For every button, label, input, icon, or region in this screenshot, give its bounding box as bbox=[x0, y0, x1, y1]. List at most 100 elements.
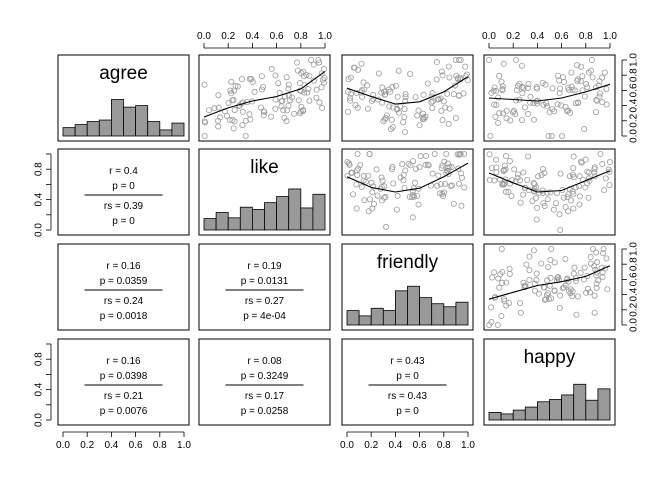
scatter-point bbox=[514, 82, 521, 89]
scatter-point bbox=[386, 103, 393, 110]
scatter-point bbox=[319, 104, 326, 111]
x-tick-label: 0.4 bbox=[530, 31, 544, 42]
variable-label-happy: happy bbox=[524, 347, 576, 368]
x-tick-label: 1.0 bbox=[603, 31, 617, 42]
scatter-point bbox=[370, 95, 377, 102]
scatter-point bbox=[493, 87, 500, 94]
scatter-point bbox=[487, 132, 494, 139]
scatter-point bbox=[399, 161, 406, 168]
scatter-point bbox=[441, 180, 448, 187]
panel-friendly-friendly bbox=[341, 243, 474, 331]
hist-bar-agree-4 bbox=[111, 99, 124, 137]
scatter-point bbox=[417, 153, 424, 160]
hist-bar-friendly-4 bbox=[394, 290, 408, 326]
hist-bar-happy-3 bbox=[524, 406, 538, 421]
scatter-point bbox=[411, 193, 418, 200]
hist-bar-happy-7 bbox=[573, 383, 587, 421]
scatter-point bbox=[242, 117, 249, 124]
scatter-point bbox=[446, 74, 453, 81]
scatter-point bbox=[234, 83, 241, 90]
smooth-line-agree-friendly bbox=[346, 76, 469, 105]
scatter-point bbox=[440, 98, 447, 105]
scatter-point bbox=[321, 74, 328, 81]
smooth-line-agree-like bbox=[203, 70, 326, 118]
scatter-point bbox=[502, 153, 509, 160]
scatter-point bbox=[202, 119, 209, 126]
scatter-point bbox=[383, 223, 390, 230]
y-tick-label: 1.0 bbox=[629, 242, 640, 256]
scatter-point bbox=[530, 116, 537, 123]
hist-bar-agree-1 bbox=[74, 124, 88, 137]
scatter-point bbox=[567, 290, 574, 297]
scatter-point bbox=[353, 167, 360, 174]
scatter-point bbox=[503, 115, 510, 122]
scatter-point bbox=[560, 74, 567, 81]
scatter-point bbox=[259, 86, 266, 93]
scatter-point bbox=[526, 276, 533, 283]
scatter-point bbox=[261, 108, 268, 115]
scatter-point bbox=[285, 85, 292, 92]
scatter-point bbox=[201, 81, 208, 88]
scatter-point bbox=[544, 189, 551, 196]
scatter-point bbox=[381, 91, 388, 98]
hist-bar-like-5 bbox=[264, 202, 278, 231]
scatter-point bbox=[488, 319, 495, 326]
scatter-point bbox=[305, 86, 312, 93]
scatter-point bbox=[557, 85, 564, 92]
panel-like-agree bbox=[57, 148, 190, 236]
scatter-point bbox=[583, 289, 590, 296]
scatter-point bbox=[395, 67, 402, 74]
scatter-point bbox=[439, 117, 446, 124]
scatter-point bbox=[291, 110, 298, 117]
scatter-point bbox=[580, 176, 587, 183]
panel-happy-friendly bbox=[341, 338, 474, 426]
scatter-point bbox=[353, 90, 360, 97]
scatter-point bbox=[310, 61, 317, 68]
y-tick-label: 0.4 bbox=[34, 192, 45, 206]
hist-bar-like-3 bbox=[239, 206, 253, 231]
scatter-point bbox=[434, 96, 441, 103]
scatter-point bbox=[438, 68, 445, 75]
scatter-point bbox=[284, 107, 291, 114]
scatter-point bbox=[458, 170, 465, 177]
spearman-rs: rs = 0.27 bbox=[245, 296, 285, 307]
scatter-point bbox=[601, 69, 608, 76]
y-tick-label: 0.6 bbox=[629, 272, 640, 286]
scatter-point bbox=[431, 150, 438, 157]
scatter-point bbox=[215, 92, 222, 99]
scatter-point bbox=[448, 164, 455, 171]
scatter-point bbox=[600, 245, 607, 252]
scatter-point bbox=[548, 245, 555, 252]
scatter-point bbox=[260, 112, 267, 119]
scatter-point bbox=[443, 167, 450, 174]
spearman-rs: rs = 0.24 bbox=[104, 296, 144, 307]
scatter-point bbox=[599, 161, 606, 168]
scatter-point bbox=[539, 166, 546, 173]
scatter-point bbox=[568, 69, 575, 76]
scatter-point bbox=[554, 101, 561, 108]
hist-bar-happy-6 bbox=[561, 394, 575, 421]
hist-bar-happy-8 bbox=[585, 399, 599, 421]
scatter-point bbox=[491, 101, 498, 108]
scatter-point bbox=[493, 156, 500, 163]
scatter-point bbox=[239, 122, 246, 129]
scatter-point bbox=[567, 109, 574, 116]
scatter-point bbox=[542, 81, 549, 88]
scatter-point bbox=[547, 274, 554, 281]
smooth-line-agree-happy bbox=[488, 83, 611, 102]
scatter-point bbox=[576, 173, 583, 180]
scatter-point bbox=[510, 109, 517, 116]
scatter-point bbox=[570, 153, 577, 160]
scatter-point bbox=[502, 188, 509, 195]
scatter-point bbox=[583, 81, 590, 88]
scatter-point bbox=[499, 86, 506, 93]
pearson-p: p = 0.0359 bbox=[100, 276, 148, 287]
scatter-point bbox=[565, 86, 572, 93]
scatter-point bbox=[519, 117, 526, 124]
hist-bar-happy-9 bbox=[597, 388, 611, 421]
scatter-point bbox=[501, 180, 508, 187]
scatter-point bbox=[458, 202, 465, 209]
scatter-point bbox=[438, 164, 445, 171]
y-tick-label: 1.0 bbox=[629, 53, 640, 67]
scatter-point bbox=[590, 245, 597, 252]
